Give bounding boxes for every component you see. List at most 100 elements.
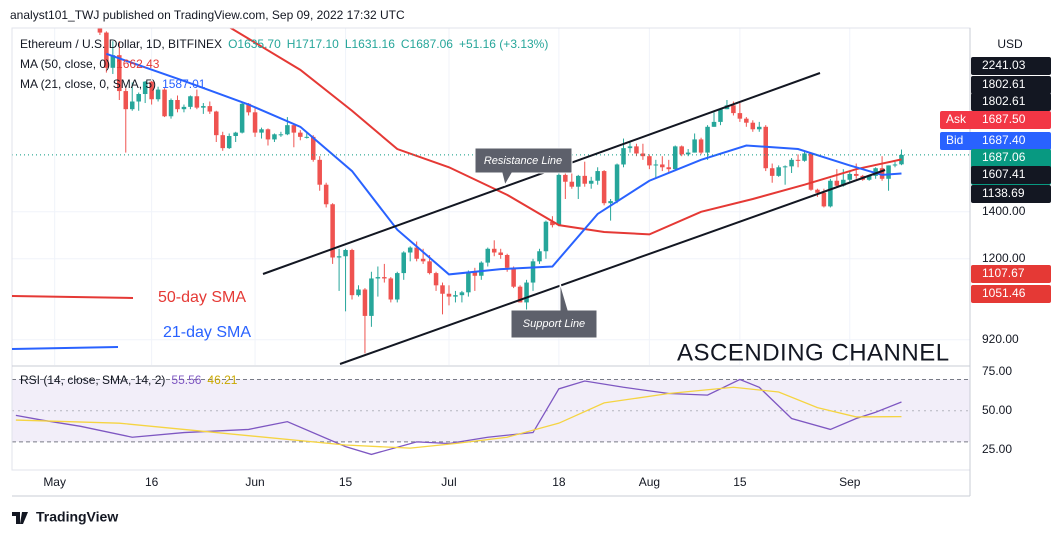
y-tick-label: 920.00 <box>982 332 1019 346</box>
candle-body <box>323 184 329 205</box>
candle-body <box>194 96 200 108</box>
line-series <box>15 378 902 456</box>
annotation: 50-day SMA <box>158 289 246 306</box>
candle-body <box>239 103 245 133</box>
candle-body <box>104 32 109 68</box>
candle-body <box>207 106 213 112</box>
legend-title: Ethereum / U.S. Dollar, 1D, BITFINEX O163… <box>20 37 548 51</box>
rsi-tick-label: 50.00 <box>982 403 1012 417</box>
candle-body <box>815 189 820 193</box>
candle-body <box>310 136 316 160</box>
candle-body <box>214 111 219 136</box>
candle-body <box>336 256 342 258</box>
candle-body <box>841 179 846 186</box>
candle-body <box>537 251 542 262</box>
legend-name: MA (50, close, 0) <box>20 57 110 71</box>
candle-body <box>272 134 277 140</box>
price-label-box <box>940 111 1051 129</box>
candle-body <box>168 99 174 117</box>
x-tick-label: 16 <box>145 475 159 489</box>
candle-body <box>123 91 129 110</box>
price-label-box <box>971 285 1051 303</box>
candle-body <box>498 252 503 255</box>
candle-body <box>136 94 141 102</box>
callout-text: Support Line <box>523 318 585 330</box>
price-label-box <box>971 166 1051 184</box>
legend-value: 1662.43 <box>116 57 160 71</box>
candle-body <box>685 152 691 155</box>
candle-body <box>672 146 678 170</box>
price-label: 2241.03 <box>982 58 1026 72</box>
candle-body <box>750 122 756 130</box>
candle-body <box>459 292 465 296</box>
candle-body <box>278 134 284 136</box>
x-tick-label: Jul <box>441 475 456 489</box>
callout-box <box>510 282 598 339</box>
candle-body <box>129 101 135 110</box>
candle-body <box>78 0 83 6</box>
candle-body <box>349 250 355 296</box>
candle-body <box>298 132 303 137</box>
legend-name: RSI (14, close, SMA, 14, 2) <box>20 373 165 387</box>
brand: TradingView <box>36 509 118 525</box>
candle-body <box>530 261 536 283</box>
candle-body <box>395 273 400 300</box>
candle-body <box>576 175 581 187</box>
candle-body <box>711 121 717 127</box>
candle-body <box>660 164 665 168</box>
candle-body <box>556 174 562 226</box>
price-label: 1687.50 <box>982 112 1026 126</box>
ohlc-value: O1635.70 <box>228 37 281 51</box>
publisher: analyst101_TWJ published on TradingView.… <box>10 8 405 22</box>
price-label-prefix: Bid <box>946 133 963 147</box>
price-label: 1802.61 <box>982 77 1026 91</box>
candle-body <box>524 282 529 303</box>
candle-body <box>569 181 575 187</box>
x-tick-label: 18 <box>552 475 566 489</box>
legend-entry: MA (50, close, 0) 1662.43 <box>20 57 160 71</box>
candle-body <box>634 146 639 154</box>
candle-body <box>543 221 549 252</box>
candle-body <box>375 277 381 279</box>
candle-body <box>698 139 704 153</box>
annotation: ASCENDING CHANNEL <box>677 339 950 366</box>
candle-body <box>679 146 684 155</box>
candle-body <box>614 164 620 202</box>
candle-body <box>485 248 491 263</box>
candle-body <box>226 136 232 149</box>
candle-body <box>330 204 335 258</box>
callouts: Resistance Line Support Line <box>474 147 598 339</box>
legend-value: 55.56 <box>171 373 201 387</box>
legend-swatch <box>11 295 134 299</box>
line-series <box>15 386 902 449</box>
candle-body <box>317 159 322 185</box>
price-label-box <box>971 265 1051 283</box>
candle-body <box>52 0 57 8</box>
candle-body <box>757 126 762 130</box>
candle-body <box>647 156 652 166</box>
price-label-box <box>971 57 1051 75</box>
annotation: 21-day SMA <box>163 324 251 341</box>
candle-body <box>388 278 394 300</box>
candle-body <box>563 174 568 182</box>
candle-body <box>117 55 122 92</box>
candle-body <box>466 271 471 293</box>
x-tick-label: 15 <box>339 475 353 489</box>
brand-logo <box>12 512 28 524</box>
candle-body <box>866 175 872 180</box>
y-tick-label: 1400.00 <box>982 204 1026 218</box>
x-tick-label: Jun <box>245 475 264 489</box>
candle-body <box>149 81 154 100</box>
rsi-tick-label: 75.00 <box>982 364 1012 378</box>
candle-body <box>356 289 361 296</box>
candle-body <box>737 113 743 119</box>
candle-body <box>744 118 749 123</box>
candle-body <box>802 153 807 161</box>
line-series <box>106 52 902 276</box>
candle-body <box>608 201 613 204</box>
candle-body <box>782 166 788 168</box>
price-label: 1607.41 <box>982 167 1026 181</box>
x-tick-label: May <box>43 475 66 489</box>
